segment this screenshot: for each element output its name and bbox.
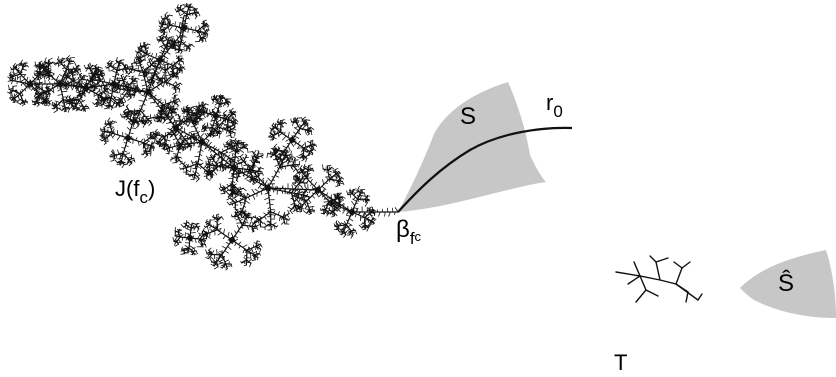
beta-label-c: c	[414, 229, 422, 244]
sector-s-hat	[740, 250, 836, 318]
tree-t-label: T	[614, 352, 627, 374]
beta-label: βfc	[396, 216, 422, 248]
julia-label-f: f	[133, 176, 140, 201]
beta-label-f: f	[409, 229, 415, 248]
ray-r0-letter: r	[546, 90, 554, 115]
julia-label-c: c	[139, 188, 148, 207]
sector-s-label: S	[460, 105, 476, 129]
beta-label-symbol: β	[396, 216, 410, 243]
sector-s-hat-label: Ŝ	[778, 272, 794, 296]
sector-s	[398, 82, 546, 212]
julia-label-paren-open: (	[126, 176, 134, 201]
ray-r0-label: r0	[546, 90, 563, 121]
tree-t-letter: T	[614, 350, 628, 375]
tree-t	[615, 255, 703, 303]
sector-s-hat-letter: Ŝ	[778, 270, 795, 297]
julia-label-paren-close: )	[147, 176, 156, 201]
julia-label: J(fc)	[115, 176, 156, 207]
julia-label-j: J	[115, 176, 126, 201]
sector-s-letter: S	[460, 103, 477, 130]
ray-r0	[397, 126, 573, 213]
ray-r0-subscript: 0	[553, 102, 563, 121]
julia-set	[7, 2, 399, 271]
